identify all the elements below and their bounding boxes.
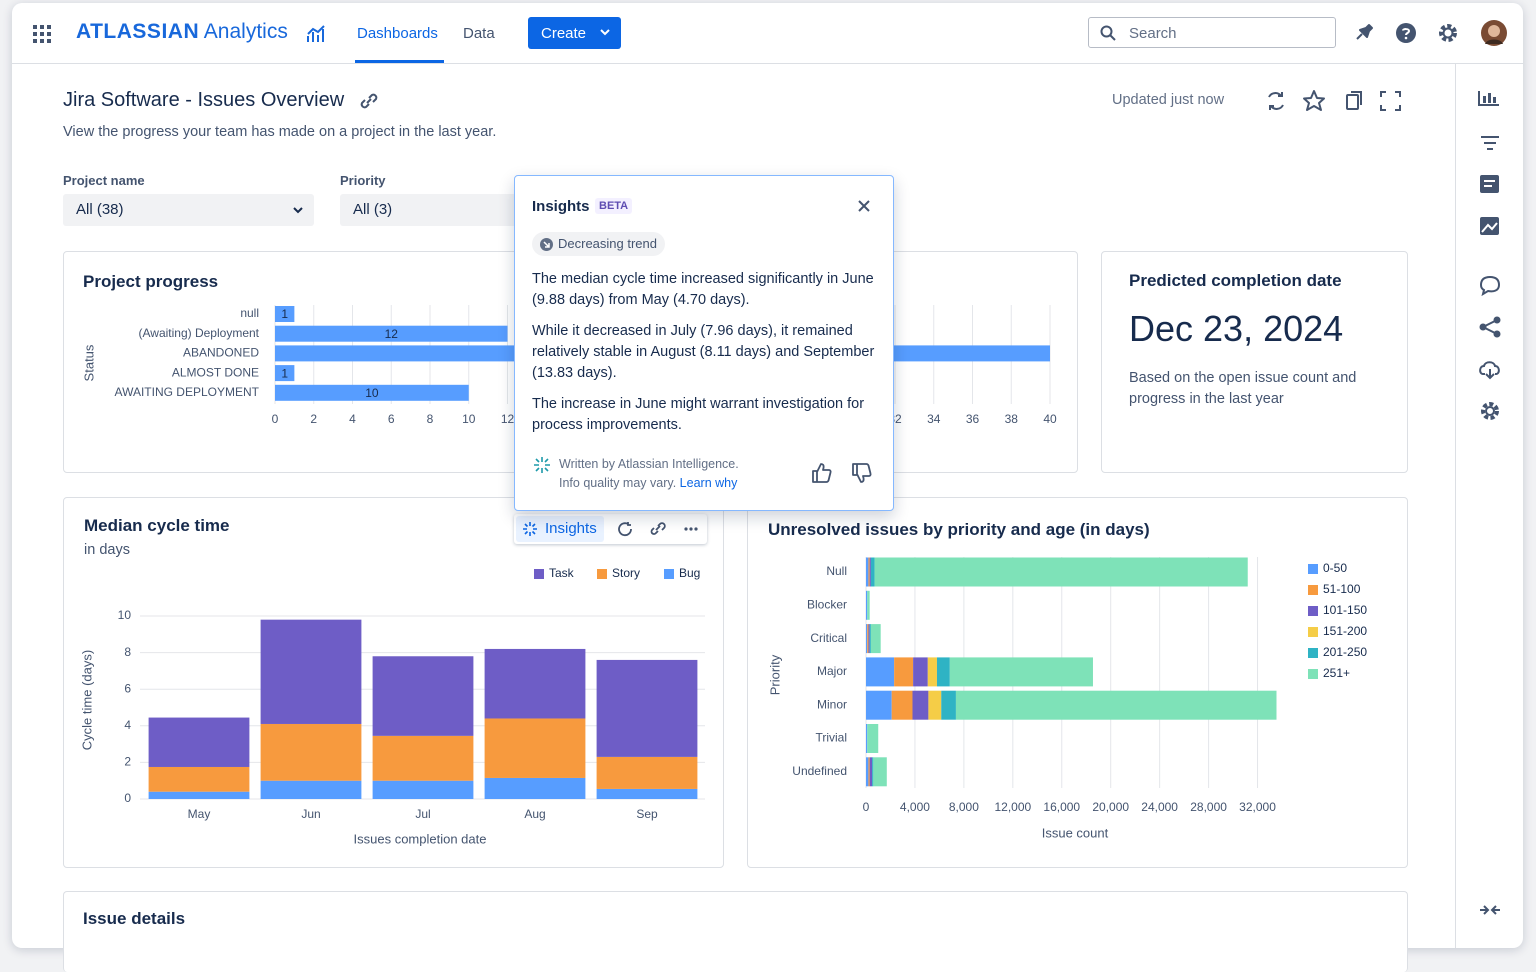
feedback-buttons[interactable] — [811, 462, 873, 484]
trend-tag: Decreasing trend — [532, 232, 665, 256]
credit: Written by Atlassian Intelligence. — [559, 457, 739, 471]
avatar[interactable] — [1481, 20, 1507, 46]
link-icon[interactable] — [358, 91, 380, 111]
learn-link[interactable]: Learn why — [679, 476, 738, 490]
insight-paragraph: The increase in June might warrant inves… — [532, 396, 865, 433]
sidebar-divider — [1455, 64, 1456, 948]
logo-icon — [307, 25, 325, 42]
nav-tab[interactable]: Data — [463, 25, 495, 42]
page-title: Jira Software - Issues Overview — [63, 89, 345, 111]
insights-label: Insights — [545, 520, 597, 537]
create-button[interactable]: Create — [528, 17, 621, 49]
toolbar-icons[interactable] — [618, 521, 704, 537]
updated-status: Updated just now — [1112, 92, 1225, 108]
card-title: Project progress — [83, 272, 219, 291]
popover-title: Insights — [532, 198, 590, 215]
insight-paragraph: The median cycle time increased signific… — [532, 271, 874, 308]
disclaimer-row: Info quality may vary. Learn why — [559, 476, 737, 490]
create-label: Create — [541, 25, 587, 42]
chart-toolbar: Insights — [514, 514, 707, 544]
card-title: Predicted completion date — [1129, 271, 1342, 290]
settings-icon[interactable] — [1437, 22, 1459, 44]
insight-text: The median cycle time increased signific… — [532, 269, 882, 446]
ai-icon — [534, 457, 550, 473]
prediction-note: Based on the open issue count and progre… — [1129, 370, 1357, 407]
header-actions[interactable] — [1264, 89, 1404, 113]
chevron — [600, 29, 610, 36]
search-placeholder: Search — [1129, 25, 1177, 42]
card-title: Issue details — [83, 909, 186, 928]
filter-select[interactable]: All (38) — [63, 194, 314, 226]
prediction-value: Dec 23, 2024 — [1129, 308, 1344, 349]
nav-divider — [12, 63, 1523, 64]
nav-tab-active[interactable]: Dashboards — [357, 25, 438, 42]
notifications-icon[interactable] — [1354, 23, 1374, 43]
page-description: View the progress your team has made on … — [63, 124, 497, 140]
tab-underline — [355, 60, 444, 63]
product: Analytics — [203, 20, 288, 43]
search-icon — [1100, 25, 1116, 41]
ai-icon — [523, 522, 537, 536]
help-icon[interactable] — [1395, 22, 1417, 44]
chevron — [293, 207, 303, 214]
app-switcher[interactable] — [33, 25, 51, 43]
disclaimer: Info quality may vary. — [559, 476, 677, 490]
insights-button[interactable]: Insights — [516, 516, 604, 542]
filter-value: All (38) — [76, 201, 124, 218]
card-title: Median cycle time — [84, 516, 230, 535]
unresolved-card: Unresolved issues by priority and age (i… — [747, 497, 1408, 868]
close-button[interactable] — [858, 200, 870, 212]
insight-paragraph: While it decreased in July (7.96 days), … — [532, 323, 875, 381]
filter-label: Project name — [63, 173, 145, 188]
filter-value: All (3) — [353, 201, 393, 218]
trend-icon — [540, 238, 553, 251]
median-cycle-card: Median cycle time in days Insights — [63, 497, 724, 868]
trend-label: Decreasing trend — [558, 236, 657, 251]
brand: ATLASSIAN — [76, 20, 200, 43]
sidebar-icons[interactable] — [1476, 88, 1504, 428]
logo[interactable]: ATLASSIAN Analytics — [76, 20, 288, 44]
card-title: Unresolved issues by priority and age (i… — [768, 520, 1150, 539]
prediction-card: Predicted completion date Dec 23, 2024 B… — [1101, 251, 1408, 473]
collapse-icon[interactable] — [1479, 903, 1501, 917]
issue-details-card: Issue details — [63, 891, 1408, 972]
beta-badge: BETA — [595, 198, 633, 214]
insights-popover: Insights BETA Decreasing trend The media… — [514, 175, 894, 511]
card-subtitle: in days — [84, 542, 130, 558]
filter-label: Priority — [340, 173, 386, 188]
search-box[interactable]: Search — [1088, 17, 1336, 48]
